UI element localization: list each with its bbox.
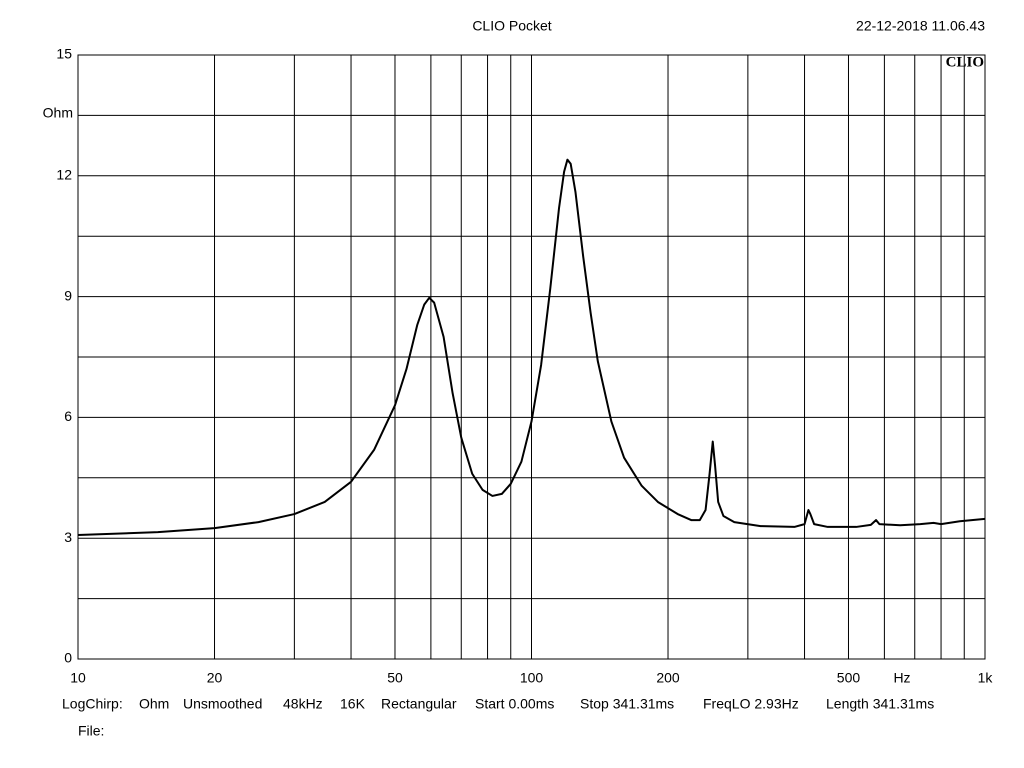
x-tick-label: 20 [207,670,223,686]
timestamp: 22-12-2018 11.06.43 [856,18,985,34]
x-tick-label: 10 [70,670,86,686]
y-tick-label: 9 [64,287,72,303]
chart-title: CLIO Pocket [472,18,551,34]
x-tick-label: 50 [387,670,403,686]
footer-item: FreqLO 2.93Hz [703,696,799,712]
footer-item: Rectangular [381,696,457,712]
impedance-curve [77,158,986,536]
y-tick-label: 15 [56,46,72,62]
footer-item: 48kHz [283,696,323,712]
y-tick-label: 0 [64,650,72,666]
plot-frame [77,54,986,660]
footer-item: 16K [340,696,366,712]
footer-item: Unsmoothed [183,696,262,712]
y-axis-label: Ohm [43,105,73,121]
footer-item: LogChirp: [62,696,123,712]
y-tick-label: 12 [56,167,72,183]
footer-item: Length 341.31ms [826,696,934,712]
footer-item: Ohm [139,696,169,712]
x-tick-label: 1k [978,670,994,686]
file-label: File: [78,723,104,739]
x-tick-label: 500 [837,670,861,686]
x-tick-label: 200 [656,670,680,686]
footer-item: Start 0.00ms [475,696,554,712]
x-tick-label: 100 [520,670,544,686]
x-axis-label: Hz [893,670,910,686]
logo: CLIO [946,54,984,70]
y-tick-label: 3 [64,529,72,545]
y-tick-label: 6 [64,408,72,424]
footer-item: Stop 341.31ms [580,696,674,712]
